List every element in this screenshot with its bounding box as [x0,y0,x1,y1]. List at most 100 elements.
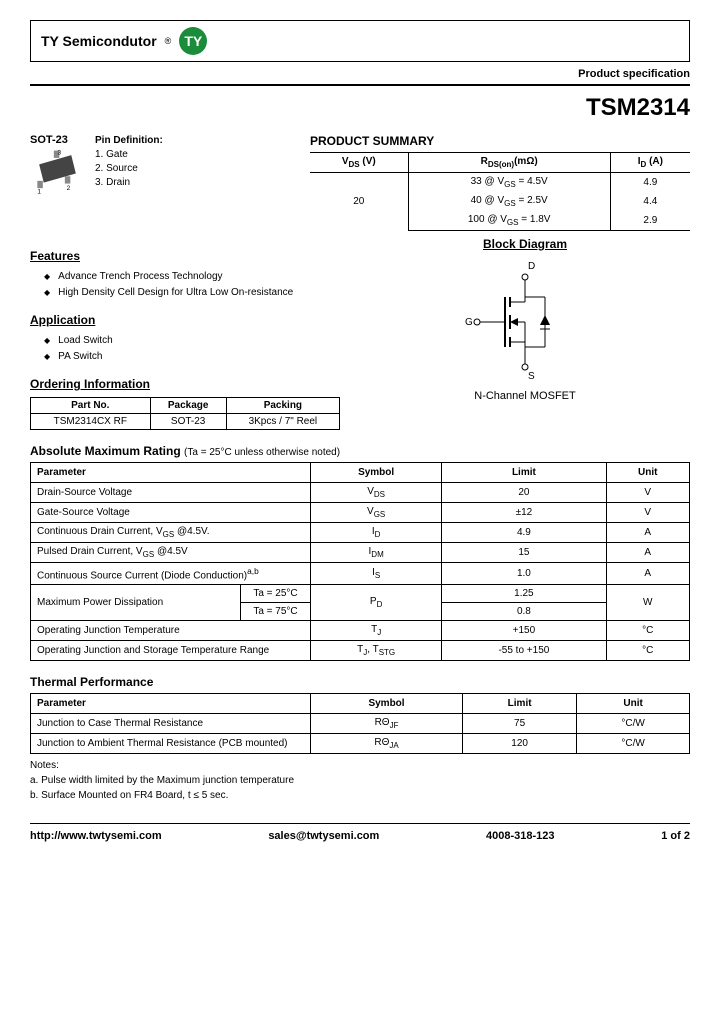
abs-unit: A [606,563,689,585]
abs-header: Symbol [311,463,442,483]
company-name: TY Semicondutor [41,33,157,49]
thermal-limit: 75 [463,714,577,734]
svg-text:3: 3 [58,149,62,156]
thermal-header: Symbol [311,694,463,714]
abs-unit: W [606,585,689,621]
abs-max-table: Parameter Symbol Limit Unit Drain-Source… [30,462,690,661]
order-header: Part No. [31,398,151,414]
thermal-param: Junction to Ambient Thermal Resistance (… [31,734,311,754]
abs-symbol: IDM [311,543,442,563]
summary-column: PRODUCT SUMMARY VDS (V) RDS(on)(mΩ) ID (… [310,134,690,231]
abs-symbol: ID [311,523,442,543]
thermal-limit: 120 [463,734,577,754]
abs-param: Operating Junction and Storage Temperatu… [31,641,311,661]
application-item: PA Switch [44,349,340,365]
summary-id-1: 4.4 [610,192,690,211]
footer-url: http://www.twtysemi.com [30,830,162,842]
svg-text:G: G [465,317,473,328]
ordering-table: Part No. Package Packing TSM2314CX RF SO… [30,397,340,430]
feature-item: High Density Cell Design for Ultra Low O… [44,285,340,301]
sot23-icon: 3 1 2 [30,146,85,201]
summary-rds-0: 33 @ VGS = 4.5V [408,173,610,193]
abs-cond: Ta = 25°C [241,585,311,603]
block-diagram-title: Block Diagram [360,237,690,251]
footer-phone: 4008-318-123 [486,830,555,842]
abs-symbol: PD [311,585,442,621]
abs-limit: 15 [442,543,606,563]
divider [30,84,690,86]
abs-param: Continuous Drain Current, VGS @4.5V. [31,523,311,543]
logo-icon: TY [179,27,207,55]
application-item: Load Switch [44,333,340,349]
mosfet-diagram-icon: D S G [460,257,590,387]
summary-title: PRODUCT SUMMARY [310,134,690,148]
pin-definition: Pin Definition: 1. Gate 2. Source 3. Dra… [95,134,163,231]
package-column: SOT-23 3 1 2 Pin Definition: 1. Gate 2. … [30,134,290,231]
abs-symbol: TJ, TSTG [311,641,442,661]
footer-page: 1 of 2 [661,830,690,842]
abs-symbol: VDS [311,483,442,503]
abs-param: Pulsed Drain Current, VGS @4.5V [31,543,311,563]
abs-unit: °C [606,641,689,661]
summary-table: VDS (V) RDS(on)(mΩ) ID (A) 20 33 @ VGS =… [310,152,690,231]
top-row: SOT-23 3 1 2 Pin Definition: 1. Gate 2. … [30,134,690,231]
block-diagram-caption: N-Channel MOSFET [360,390,690,402]
abs-unit: °C [606,621,689,641]
thermal-unit: °C/W [577,734,690,754]
thermal-unit: °C/W [577,714,690,734]
summary-rds-2: 100 @ VGS = 1.8V [408,211,610,231]
svg-text:2: 2 [67,185,71,192]
abs-limit: 4.9 [442,523,606,543]
abs-limit: 20 [442,483,606,503]
thermal-header: Limit [463,694,577,714]
footer: http://www.twtysemi.com sales@twtysemi.c… [30,823,690,842]
abs-limit: 0.8 [442,603,606,621]
abs-param: Maximum Power Dissipation [31,585,241,621]
footer-email: sales@twtysemi.com [268,830,379,842]
abs-cond: Ta = 75°C [241,603,311,621]
notes-title: Notes: [30,758,690,773]
features-title: Features [30,249,340,263]
abs-header: Unit [606,463,689,483]
order-header: Package [150,398,226,414]
abs-param: Continuous Source Current (Diode Conduct… [31,563,311,585]
summary-rds-1: 40 @ VGS = 2.5V [408,192,610,211]
package-graphic: SOT-23 3 1 2 [30,134,85,231]
left-column: Features Advance Trench Process Technolo… [30,237,340,430]
header-box: TY Semicondutor ® TY [30,20,690,62]
summary-id-2: 2.9 [610,211,690,231]
abs-limit: 1.0 [442,563,606,585]
abs-max-title: Absolute Maximum Rating (Ta = 25°C unles… [30,444,690,458]
thermal-header: Unit [577,694,690,714]
notes-section: Notes: a. Pulse width limited by the Max… [30,758,690,803]
abs-limit: -55 to +150 [442,641,606,661]
abs-limit: 1.25 [442,585,606,603]
abs-unit: V [606,483,689,503]
order-header: Packing [226,398,339,414]
svg-text:1: 1 [37,189,41,196]
block-diagram-column: Block Diagram D S G N [360,237,690,430]
abs-unit: A [606,523,689,543]
product-spec-label: Product specification [30,68,690,80]
abs-unit: A [606,543,689,563]
abs-param: Drain-Source Voltage [31,483,311,503]
thermal-table: Parameter Symbol Limit Unit Junction to … [30,693,690,754]
abs-header: Parameter [31,463,311,483]
order-cell: SOT-23 [150,414,226,430]
note-item: b. Surface Mounted on FR4 Board, t ≤ 5 s… [30,788,690,803]
order-cell: TSM2314CX RF [31,414,151,430]
summary-vds: 20 [310,173,408,231]
abs-max-condition: (Ta = 25°C unless otherwise noted) [184,447,340,458]
pin-def-title: Pin Definition: [95,134,163,148]
pin-1: 1. Gate [95,148,163,162]
thermal-param: Junction to Case Thermal Resistance [31,714,311,734]
abs-unit: V [606,503,689,523]
thermal-header: Parameter [31,694,311,714]
registered-mark: ® [165,36,172,46]
summary-header-id: ID (A) [610,153,690,173]
abs-max-title-text: Absolute Maximum Rating [30,444,181,458]
svg-text:D: D [528,261,535,272]
abs-limit: +150 [442,621,606,641]
summary-id-0: 4.9 [610,173,690,193]
summary-header-rds: RDS(on)(mΩ) [408,153,610,173]
